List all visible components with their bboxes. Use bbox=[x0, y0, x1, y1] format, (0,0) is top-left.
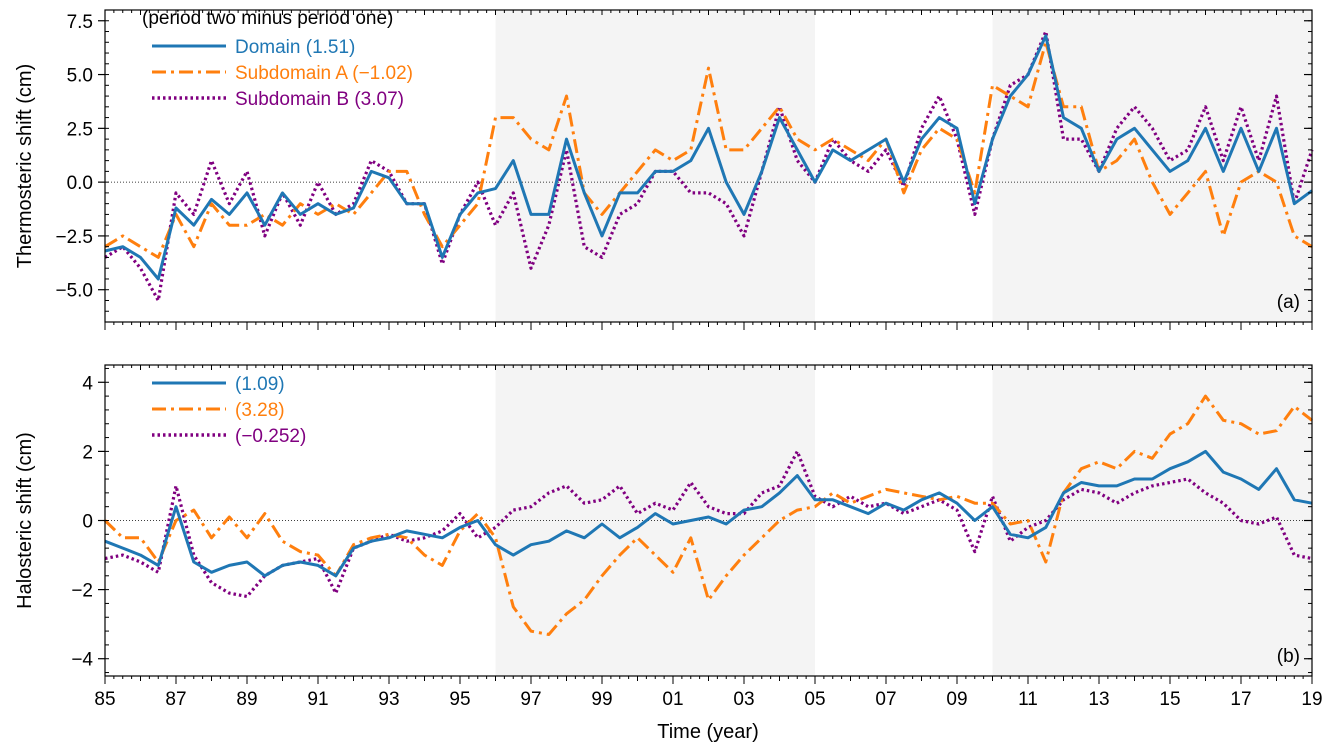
legend-entry-sub_b: (−0.252) bbox=[235, 426, 306, 447]
legend-entry-sub_a: (3.28) bbox=[235, 400, 285, 421]
x-tick-label: 93 bbox=[378, 689, 399, 710]
x-tick-label: 91 bbox=[307, 689, 328, 710]
x-tick-label: 15 bbox=[1159, 689, 1180, 710]
legend: (period two minus period one) Domain (1.5… bbox=[142, 8, 413, 110]
series-line-domain bbox=[104, 449, 1313, 578]
y-tick-label: −2 bbox=[71, 581, 93, 602]
legend-entry-domain: (1.09) bbox=[235, 374, 285, 395]
y-tick-label: 0 bbox=[82, 512, 93, 533]
x-axis-label: Time (year) bbox=[657, 721, 758, 743]
x-tick-label: 99 bbox=[591, 689, 612, 710]
x-tick-label: 17 bbox=[1230, 689, 1251, 710]
legend-entry-sub_a: Subdomain A (−1.02) bbox=[235, 63, 413, 84]
series-line-sub_a bbox=[104, 40, 1313, 259]
panel-a: −5.0 −2.5 0.0 2.5 5.0 7.5 Thermosteric shift (… bbox=[14, 8, 1314, 330]
x-tick-label: 95 bbox=[449, 689, 470, 710]
legend-entry-domain: Domain (1.51) bbox=[235, 37, 355, 58]
y-tick-label: 0.0 bbox=[67, 173, 93, 194]
series-line-domain bbox=[104, 34, 1313, 281]
legend-title: (period two minus period one) bbox=[142, 8, 393, 29]
x-tick-label: 05 bbox=[804, 689, 825, 710]
x-tick-label: 07 bbox=[875, 689, 896, 710]
y-tick-label: −5.0 bbox=[55, 281, 93, 302]
x-tick-label: 13 bbox=[1088, 689, 1109, 710]
panel-label: (a) bbox=[1277, 292, 1300, 313]
series-line-sub_b bbox=[104, 449, 1313, 599]
x-tick-label: 01 bbox=[662, 689, 683, 710]
shaded-period bbox=[495, 10, 815, 322]
shaded-period bbox=[495, 365, 815, 676]
legend-entry-sub_b: Subdomain B (3.07) bbox=[235, 89, 404, 110]
y-axis-label: Thermosteric shift (cm) bbox=[14, 64, 36, 268]
x-tick-label: 97 bbox=[520, 689, 541, 710]
panel-label: (b) bbox=[1277, 646, 1300, 667]
y-tick-label: 2 bbox=[82, 442, 93, 463]
y-tick-label: −2.5 bbox=[55, 227, 93, 248]
y-tick-label: 5.0 bbox=[67, 66, 93, 87]
y-tick-label: 7.5 bbox=[67, 12, 93, 33]
x-tick-label: 03 bbox=[733, 689, 754, 710]
series-line-sub_a bbox=[103, 394, 1313, 636]
y-axis-label: Halosteric shift (cm) bbox=[14, 432, 36, 609]
x-tick-label: 89 bbox=[236, 689, 257, 710]
x-tick-label: 19 bbox=[1301, 689, 1322, 710]
x-tick-label: 09 bbox=[946, 689, 967, 710]
y-tick-label: 2.5 bbox=[67, 119, 93, 140]
panel-b: −4 −2 0 2 4 85 87 89 91 93 95 97 99 01 03 05 07 09 11 13 15 1… bbox=[14, 364, 1323, 710]
x-tick-label: 87 bbox=[165, 689, 186, 710]
y-tick-label: −4 bbox=[71, 650, 93, 671]
shaded-period bbox=[992, 10, 1312, 322]
x-tick-label: 11 bbox=[1018, 689, 1038, 710]
legend: (1.09) (3.28) (−0.252) bbox=[152, 374, 306, 447]
x-tick-label: 85 bbox=[94, 689, 115, 710]
y-tick-label: 4 bbox=[82, 373, 93, 394]
